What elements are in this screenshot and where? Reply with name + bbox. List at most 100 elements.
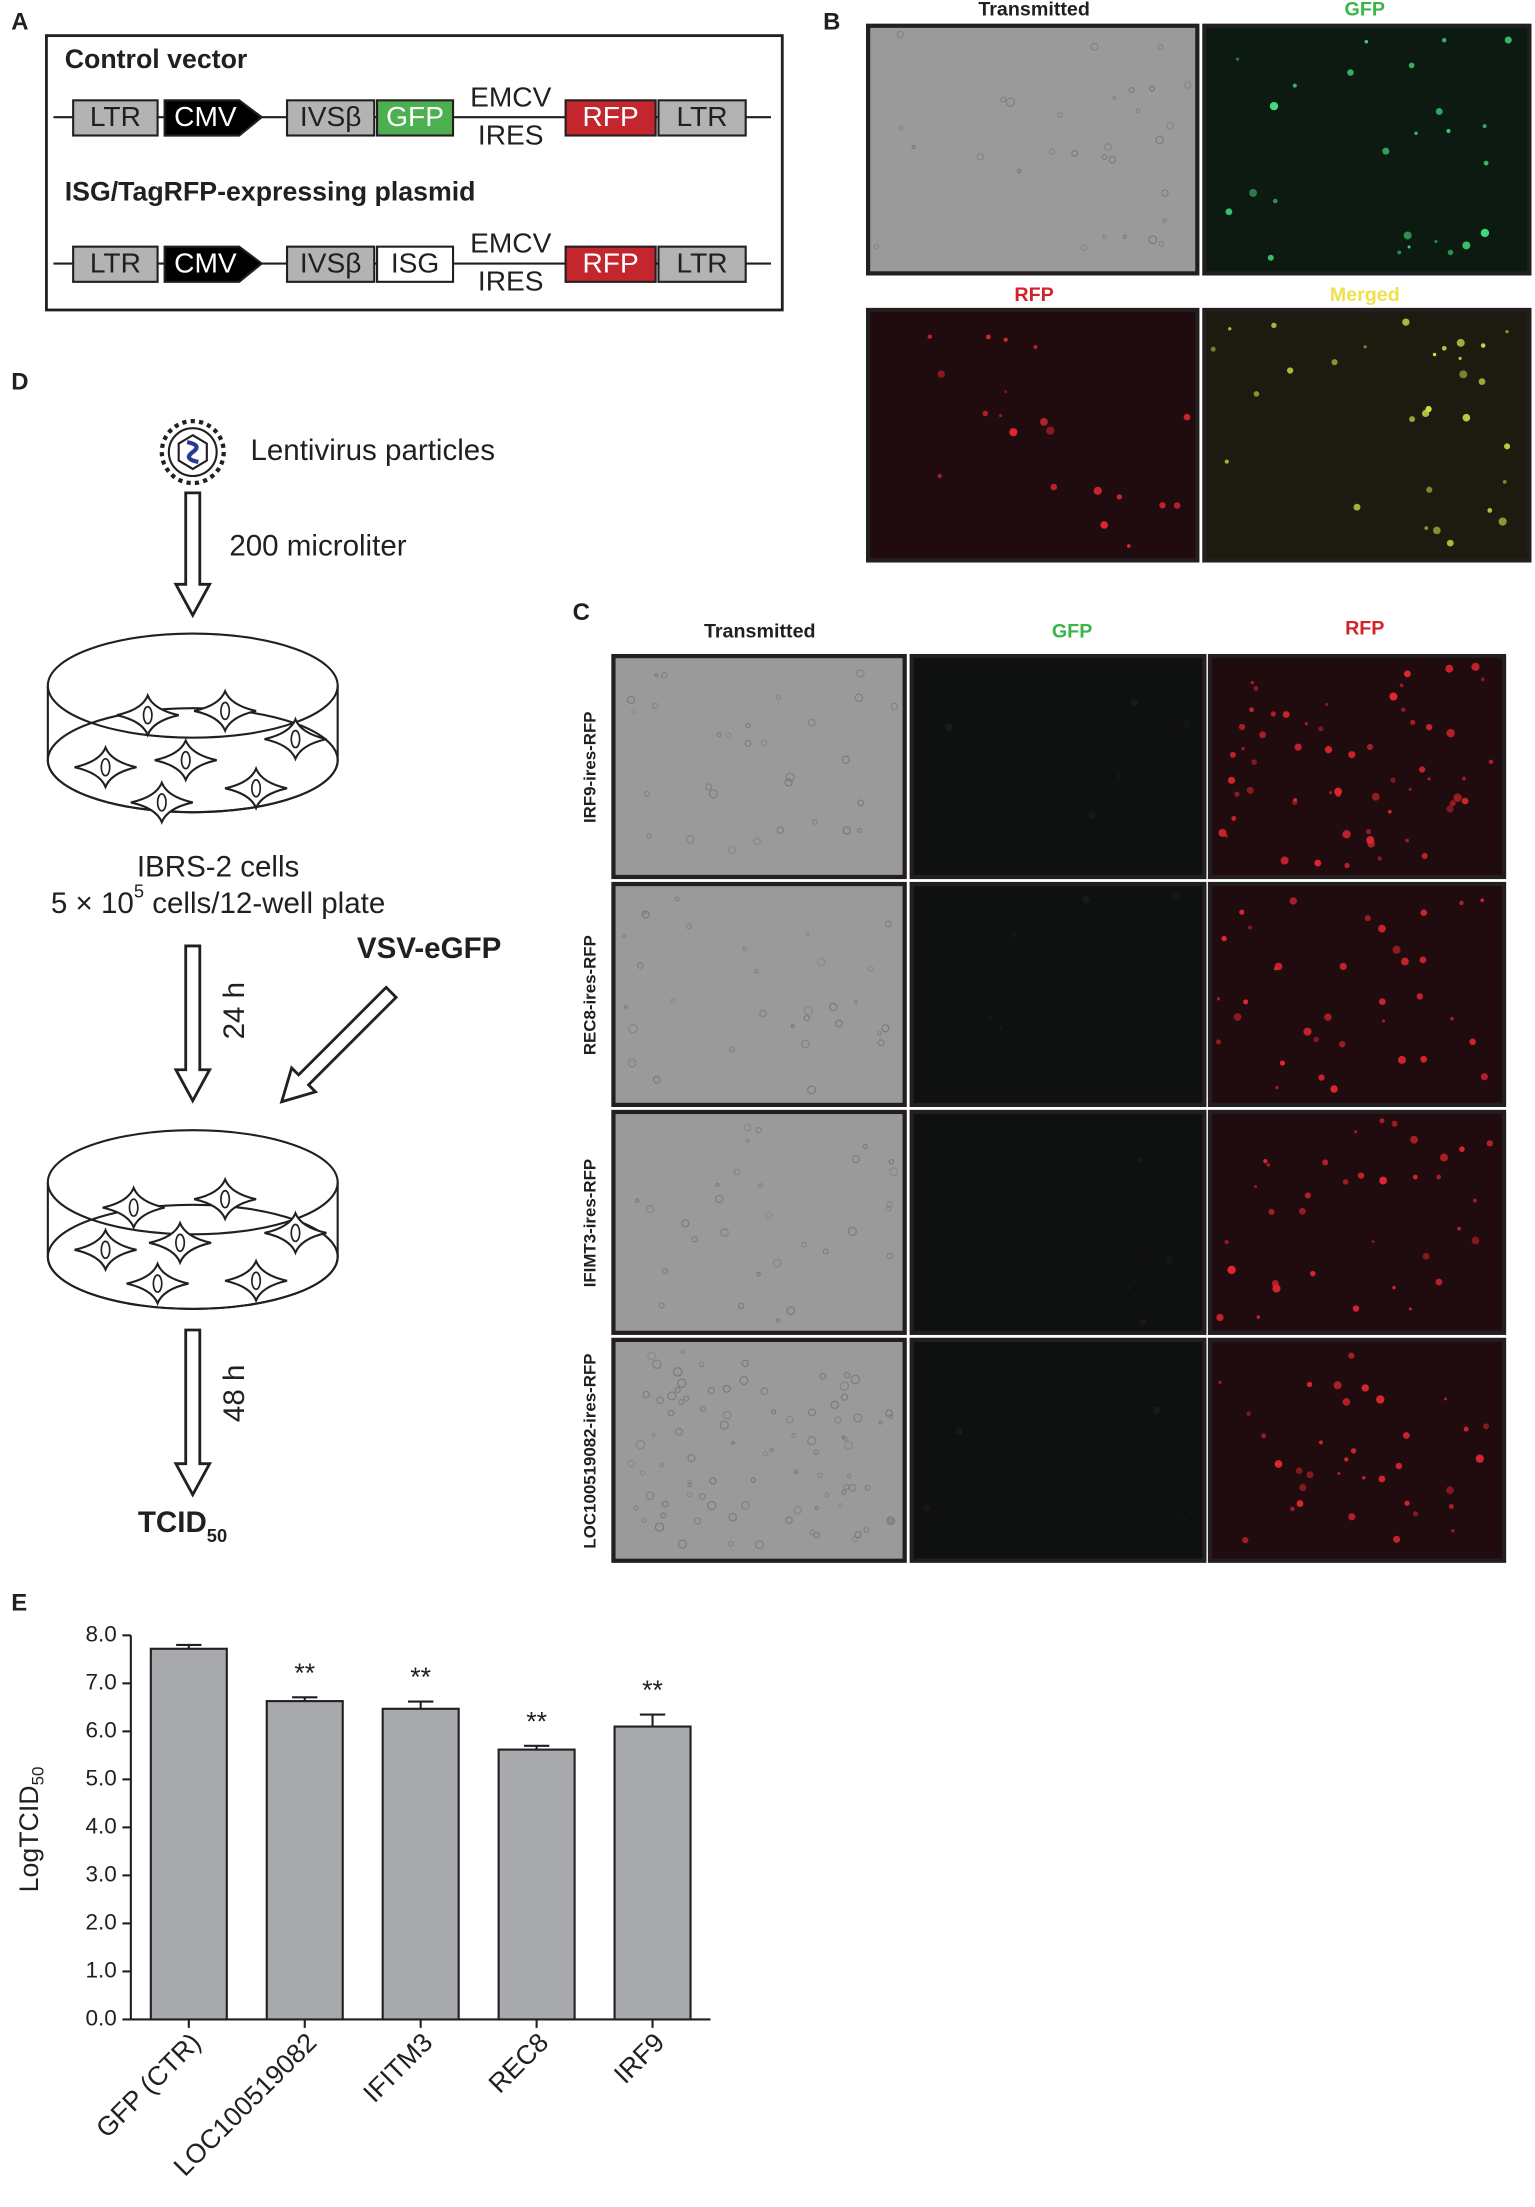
significance: ** (294, 1658, 315, 1688)
cell-spot (1183, 81, 1192, 89)
cell-spot (1471, 662, 1480, 671)
cell-spot (856, 827, 862, 834)
cell-spot (862, 1143, 868, 1150)
cell-spot (622, 934, 627, 939)
cell-spot (809, 1529, 815, 1536)
cell-spot (1421, 852, 1428, 859)
cell-spot (1259, 731, 1267, 739)
cell-spot (1405, 838, 1410, 843)
cell-spot (1352, 1305, 1360, 1312)
cell-spot (937, 370, 945, 378)
virus-icon (159, 419, 226, 486)
step-text: 24 h (218, 982, 251, 1039)
cell-spot (839, 1381, 850, 1391)
cell-spot (890, 702, 899, 711)
cell-spot (769, 1447, 774, 1453)
cell-spot (1366, 836, 1375, 845)
cell-spot (1364, 40, 1369, 44)
micrograph (909, 1109, 1207, 1335)
row-label: REC8-ires-RFP (580, 935, 599, 1055)
cell-spot (1173, 502, 1181, 509)
cell-spot (715, 1194, 724, 1204)
cell-spot (643, 790, 651, 798)
cell-spot (1459, 1146, 1465, 1152)
cell-spot (1403, 670, 1411, 678)
cell-spot (1046, 426, 1055, 435)
cell-spot (1461, 797, 1469, 805)
cell-spot (1318, 1440, 1324, 1445)
cell-spot (1271, 1279, 1279, 1288)
cell-spot (722, 1384, 731, 1393)
column-title: GFP (1052, 620, 1092, 642)
cell-spot (922, 1504, 931, 1512)
cell-spot (1243, 999, 1249, 1005)
cell-spot (876, 1031, 882, 1036)
cell-spot (1090, 42, 1099, 51)
cell-spot (737, 1302, 745, 1310)
cell-spot (1210, 346, 1216, 352)
cell-spot (889, 1167, 899, 1177)
cell-spot (1165, 1256, 1174, 1265)
cell-spot (1339, 962, 1347, 971)
cell-spot (635, 1439, 646, 1450)
cell-spot (652, 1075, 661, 1084)
cell-spot (807, 718, 816, 727)
micrograph (1207, 1109, 1507, 1335)
cell-spot (1325, 702, 1329, 706)
cell-spot (641, 910, 650, 919)
cell-spot (1216, 997, 1221, 1001)
cell-spot (1274, 1460, 1283, 1468)
cell-spot (1378, 998, 1386, 1006)
cell-spot (1475, 1454, 1484, 1463)
cell-spot (762, 1450, 769, 1457)
element-label: EMCV (470, 81, 551, 112)
cell-spot (988, 1015, 993, 1021)
cell-spot (803, 1014, 810, 1022)
cell-spot (817, 1472, 823, 1478)
cell-spot (745, 722, 751, 729)
cell-spot (759, 1009, 767, 1018)
cell-spot (1190, 1510, 1194, 1514)
row-label: IRF9-ires-RFP (580, 711, 599, 823)
cell-spot (685, 835, 695, 844)
micrograph (611, 881, 907, 1108)
cell-spot (642, 910, 647, 915)
cell-spot (1179, 1512, 1183, 1517)
cell-spot (647, 1351, 657, 1361)
cell-spot (1505, 329, 1509, 334)
cell-spot (884, 920, 892, 928)
cell-spot (1216, 1313, 1224, 1322)
element-label: LTR (90, 247, 141, 278)
panel-label: A (11, 8, 28, 35)
cell-spot (1267, 254, 1274, 261)
cell-spot (793, 1469, 799, 1475)
cell-spot (857, 799, 864, 807)
cell-spot (662, 1268, 669, 1274)
cell-spot (739, 1376, 749, 1386)
cell-spot (1218, 828, 1227, 837)
cell-spot (1366, 743, 1374, 751)
cell-spot (1330, 1085, 1338, 1093)
cell-spot (944, 723, 953, 732)
cell-spot (1117, 773, 1122, 779)
cell-spot (841, 1489, 847, 1495)
cell-spot (1155, 135, 1165, 145)
cell-spot (1371, 1240, 1375, 1244)
cell-spot (658, 1302, 665, 1309)
micrograph (1207, 653, 1507, 880)
cell-spot (851, 1155, 860, 1164)
cell-spot (1080, 244, 1088, 251)
micrograph (611, 1337, 907, 1563)
cell-spot (888, 1158, 895, 1165)
cell-spot (1445, 664, 1454, 673)
cell-spot (1227, 1265, 1236, 1275)
cell-spot (683, 1395, 690, 1402)
cell-spot (1116, 494, 1123, 500)
micrograph (1202, 23, 1532, 276)
cell-spot (722, 1410, 732, 1420)
cell-spot (1350, 1448, 1357, 1454)
element-label: IRES (478, 119, 544, 150)
y-tick-label: 7.0 (85, 1669, 116, 1694)
cell-spot (1279, 1060, 1286, 1066)
cell-spot (1480, 343, 1486, 348)
